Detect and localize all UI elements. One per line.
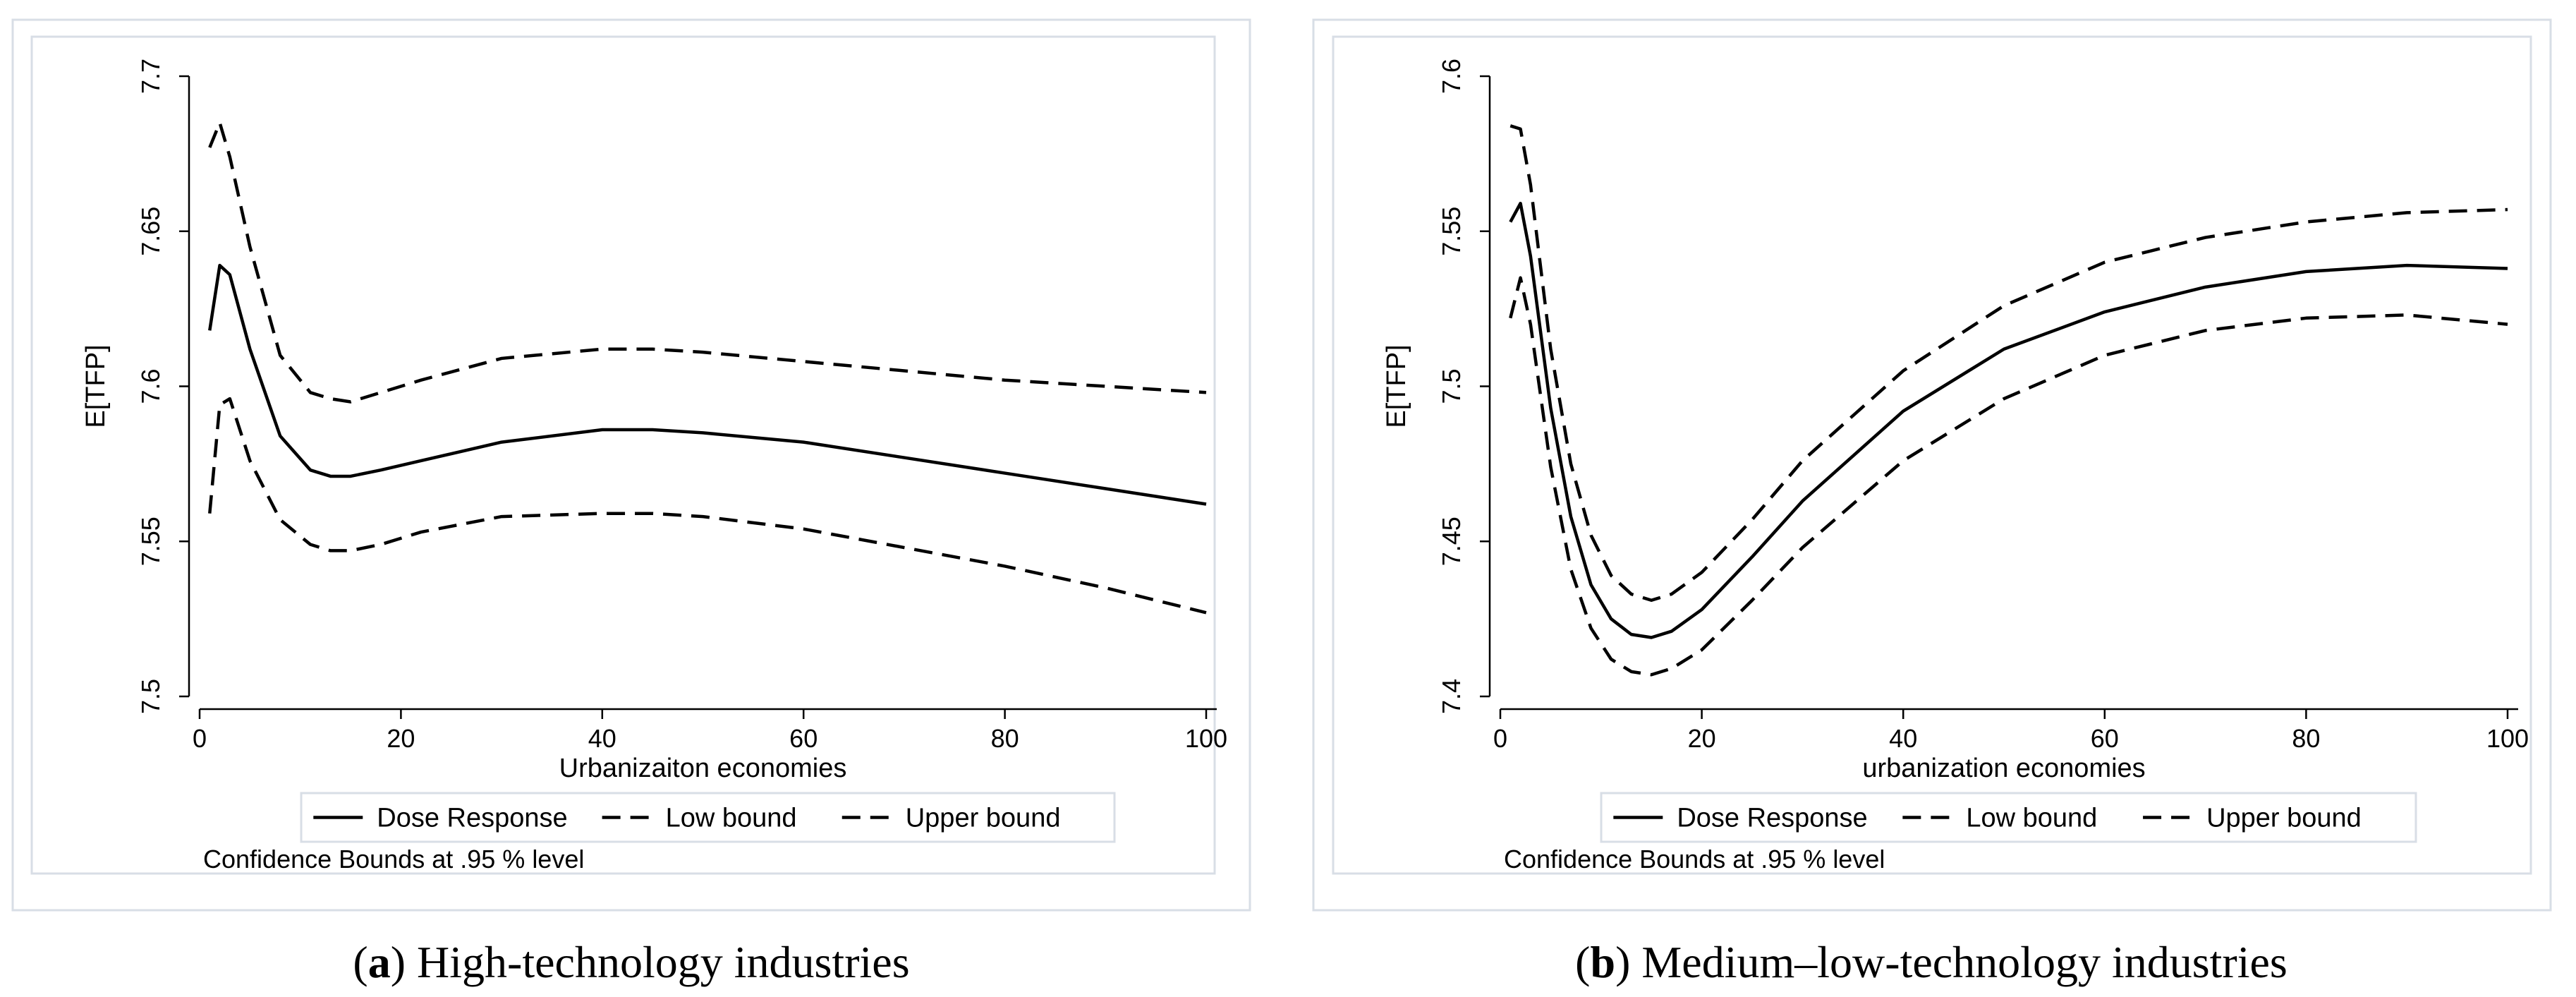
y-tick-label: 7.5 <box>136 679 165 714</box>
plot-region <box>30 35 1216 875</box>
x-axis-title: Urbanizaiton economies <box>559 754 847 783</box>
y-axis-title: E[TFP] <box>1382 344 1411 428</box>
x-tick-label: 40 <box>1889 724 1917 753</box>
y-tick-label: 7.5 <box>1437 368 1466 404</box>
plot-region <box>1332 35 2532 875</box>
y-tick-label: 7.55 <box>136 516 165 566</box>
x-tick-label: 80 <box>2292 724 2320 753</box>
chart-panel-b: 7.4 7.45 7.5 7.55 7.6 0 20 40 60 80 100 urbanizatio… <box>1312 18 2552 987</box>
chart-panel-a: 7.5 7.55 7.6 7.65 7.7 0 20 40 60 80 100 Urbanizaito… <box>11 18 1251 987</box>
legend-box <box>1600 792 2417 843</box>
series-line-dose-response <box>208 263 1207 506</box>
x-tick-label: 100 <box>2486 724 2529 753</box>
series-line-upper-bound <box>208 121 1207 404</box>
series-line-low-bound <box>1509 276 2508 677</box>
y-tick-label: 7.7 <box>136 59 165 94</box>
x-tick-label: 60 <box>2091 724 2119 753</box>
x-tick-label: 0 <box>1493 724 1507 753</box>
x-tick-label: 80 <box>991 724 1019 753</box>
x-tick-label: 100 <box>1185 724 1227 753</box>
series-line-low-bound <box>208 397 1207 615</box>
y-tick-label: 7.4 <box>1437 679 1466 714</box>
y-axis-title: E[TFP] <box>81 344 111 428</box>
y-tick-label: 7.55 <box>1437 207 1466 256</box>
y-tick-label: 7.6 <box>136 368 165 404</box>
panel-caption: (b) Medium–low-technology industries <box>1575 937 2288 987</box>
legend-label-upper-bound: Upper bound <box>2206 804 2362 833</box>
panel-caption: (a) High-technology industries <box>353 937 909 987</box>
legend-label-upper-bound: Upper bound <box>906 804 1061 833</box>
caption-text: High-technology industries <box>417 937 910 987</box>
x-tick-label: 60 <box>789 724 818 753</box>
legend-label-dose-response: Dose Response <box>1677 804 1867 833</box>
series-line-dose-response <box>1509 201 2508 639</box>
x-tick-label: 20 <box>1688 724 1716 753</box>
y-tick-label: 7.6 <box>1437 59 1466 94</box>
legend-box <box>300 792 1116 843</box>
x-tick-label: 20 <box>387 724 415 753</box>
legend-label-dose-response: Dose Response <box>377 804 567 833</box>
confidence-note: Confidence Bounds at .95 % level <box>203 845 584 874</box>
x-tick-label: 0 <box>193 724 207 753</box>
confidence-note: Confidence Bounds at .95 % level <box>1504 845 1885 874</box>
y-tick-label: 7.45 <box>1437 516 1466 566</box>
legend-label-low-bound: Low bound <box>666 804 797 833</box>
caption-letter: a <box>368 937 391 987</box>
caption-text: Medium–low-technology industries <box>1641 937 2287 987</box>
y-tick-label: 7.65 <box>136 207 165 256</box>
caption-letter: b <box>1590 937 1615 987</box>
x-tick-label: 40 <box>588 724 616 753</box>
x-axis-title: urbanization economies <box>1862 754 2145 783</box>
legend-label-low-bound: Low bound <box>1966 804 2097 833</box>
